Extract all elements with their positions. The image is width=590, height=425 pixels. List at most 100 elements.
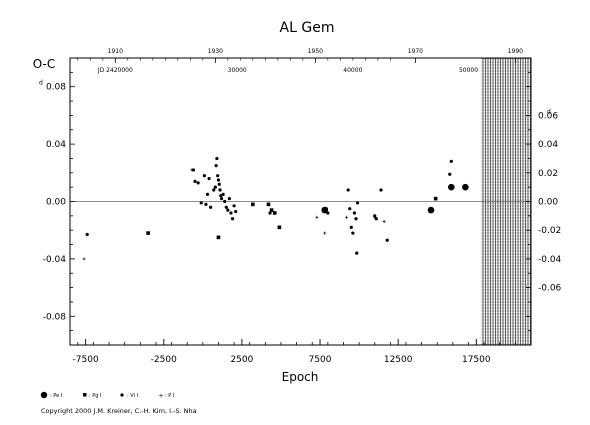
point-vi bbox=[326, 211, 330, 215]
point-vi bbox=[374, 217, 378, 221]
bottom-tick-label: 2500 bbox=[230, 355, 253, 365]
point-vi bbox=[448, 172, 452, 176]
point-vi bbox=[227, 197, 231, 201]
bottom-tick-label: 17500 bbox=[462, 355, 491, 365]
point-pe bbox=[462, 183, 469, 191]
point-vi bbox=[354, 217, 358, 221]
point-vi bbox=[349, 225, 353, 229]
point-vi bbox=[355, 251, 359, 255]
left-tick-label: -0.04 bbox=[43, 255, 67, 265]
point-vi bbox=[215, 156, 219, 161]
data-points bbox=[82, 156, 469, 261]
left-tick-label: -0.08 bbox=[43, 312, 67, 322]
point-p bbox=[345, 215, 349, 219]
point-pe bbox=[427, 206, 435, 214]
point-vi bbox=[214, 164, 218, 168]
point-vi bbox=[352, 211, 357, 215]
copyright-notice: Copyright 2000 J.M. Kreiner, C.-H. Kim, … bbox=[41, 407, 197, 415]
point-vi bbox=[385, 238, 389, 242]
right-unit-mark: d bbox=[547, 108, 551, 115]
left-unit-mark: d bbox=[39, 80, 43, 87]
point-vi bbox=[223, 199, 227, 204]
bottom-tick-label: -2500 bbox=[151, 355, 177, 365]
point-vi bbox=[204, 202, 208, 206]
left-tick-label: 0.04 bbox=[46, 140, 66, 150]
right-tick-label: -0.06 bbox=[538, 284, 562, 294]
point-vi bbox=[219, 197, 224, 201]
point-vi bbox=[346, 188, 350, 192]
point-vi bbox=[218, 188, 222, 192]
top-jd-label: 30000 bbox=[228, 67, 247, 74]
point-vi bbox=[219, 194, 223, 198]
point-vi bbox=[212, 188, 216, 192]
point-pg bbox=[251, 202, 255, 207]
point-vi bbox=[213, 185, 217, 189]
point-p bbox=[373, 215, 377, 219]
point-vi bbox=[202, 174, 206, 178]
top-year-label: 1990 bbox=[508, 48, 523, 55]
right-tick-label: 0.06 bbox=[538, 111, 558, 121]
point-pg bbox=[266, 202, 271, 207]
legend-label-vi: : Vi I bbox=[127, 393, 138, 399]
point-p bbox=[315, 215, 319, 219]
legend-symbol-vi bbox=[120, 393, 124, 397]
legend-label-pe: : Pe I bbox=[50, 393, 62, 399]
chart-title: AL Gem bbox=[280, 20, 335, 36]
point-vi bbox=[193, 179, 197, 184]
point-p bbox=[323, 231, 327, 235]
bottom-axis-ticks: -7500 -2500 2500 7500 12500 17500 bbox=[73, 339, 532, 365]
point-vi bbox=[209, 205, 213, 209]
point-vi bbox=[229, 211, 233, 215]
point-vi bbox=[234, 209, 238, 214]
bottom-tick-label: -7500 bbox=[73, 355, 99, 365]
point-vi bbox=[348, 207, 352, 211]
x-axis-label: Epoch bbox=[282, 370, 319, 384]
right-tick-label: 0.04 bbox=[538, 140, 558, 150]
left-tick-label: 0.00 bbox=[46, 198, 66, 208]
top-year-label: 1930 bbox=[208, 48, 223, 55]
point-vi bbox=[351, 231, 355, 235]
point-vi bbox=[207, 176, 211, 181]
point-vi bbox=[85, 232, 89, 237]
point-pg bbox=[216, 235, 221, 240]
right-tick-label: 0.00 bbox=[538, 198, 558, 208]
top-axis-ticks: 1910 1930 1950 1970 1990 JD 2420000 30000 40000… bbox=[77, 48, 523, 74]
top-year-label: 1950 bbox=[308, 48, 323, 55]
point-vi bbox=[217, 182, 221, 186]
left-axis-ticks: 0.08 0.04 0.00 -0.04 -0.08 d bbox=[39, 57, 75, 346]
top-jd-label: 40000 bbox=[343, 67, 362, 74]
point-vi bbox=[230, 217, 235, 221]
point-p bbox=[382, 220, 386, 224]
point-pg bbox=[146, 231, 150, 235]
bottom-tick-label: 7500 bbox=[309, 355, 332, 365]
right-tick-label: -0.04 bbox=[538, 255, 562, 265]
point-vi bbox=[355, 201, 360, 205]
point-vi bbox=[268, 211, 272, 215]
point-pg bbox=[269, 208, 274, 212]
point-pg bbox=[272, 211, 277, 215]
point-vi bbox=[199, 201, 203, 205]
top-year-label: 1910 bbox=[108, 48, 123, 55]
point-pe bbox=[448, 183, 455, 191]
legend-symbol-p: + bbox=[158, 393, 163, 400]
y-axis-label: O-C bbox=[33, 57, 56, 71]
point-vi bbox=[216, 178, 221, 182]
right-axis-ticks: 0.06 0.04 0.02 0.00 -0.02 -0.04 -0.06 d bbox=[526, 57, 562, 346]
point-vi bbox=[205, 192, 210, 196]
legend-symbol-pe bbox=[40, 391, 48, 399]
point-vi bbox=[224, 205, 228, 209]
legend: : Pe I : Pg I : Vi I + : P I bbox=[40, 391, 174, 400]
point-p bbox=[82, 257, 86, 261]
point-vi bbox=[232, 204, 236, 208]
point-vi bbox=[379, 188, 383, 192]
point-vi bbox=[324, 207, 328, 211]
legend-label-pg: : Pg I bbox=[89, 393, 102, 399]
right-tick-label: 0.02 bbox=[538, 169, 558, 179]
bottom-tick-label: 12500 bbox=[384, 355, 413, 365]
left-tick-label: 0.08 bbox=[46, 83, 66, 93]
point-vi bbox=[191, 168, 196, 172]
point-vi bbox=[221, 192, 225, 196]
point-vi bbox=[196, 181, 200, 185]
legend-symbol-pg bbox=[83, 393, 87, 397]
